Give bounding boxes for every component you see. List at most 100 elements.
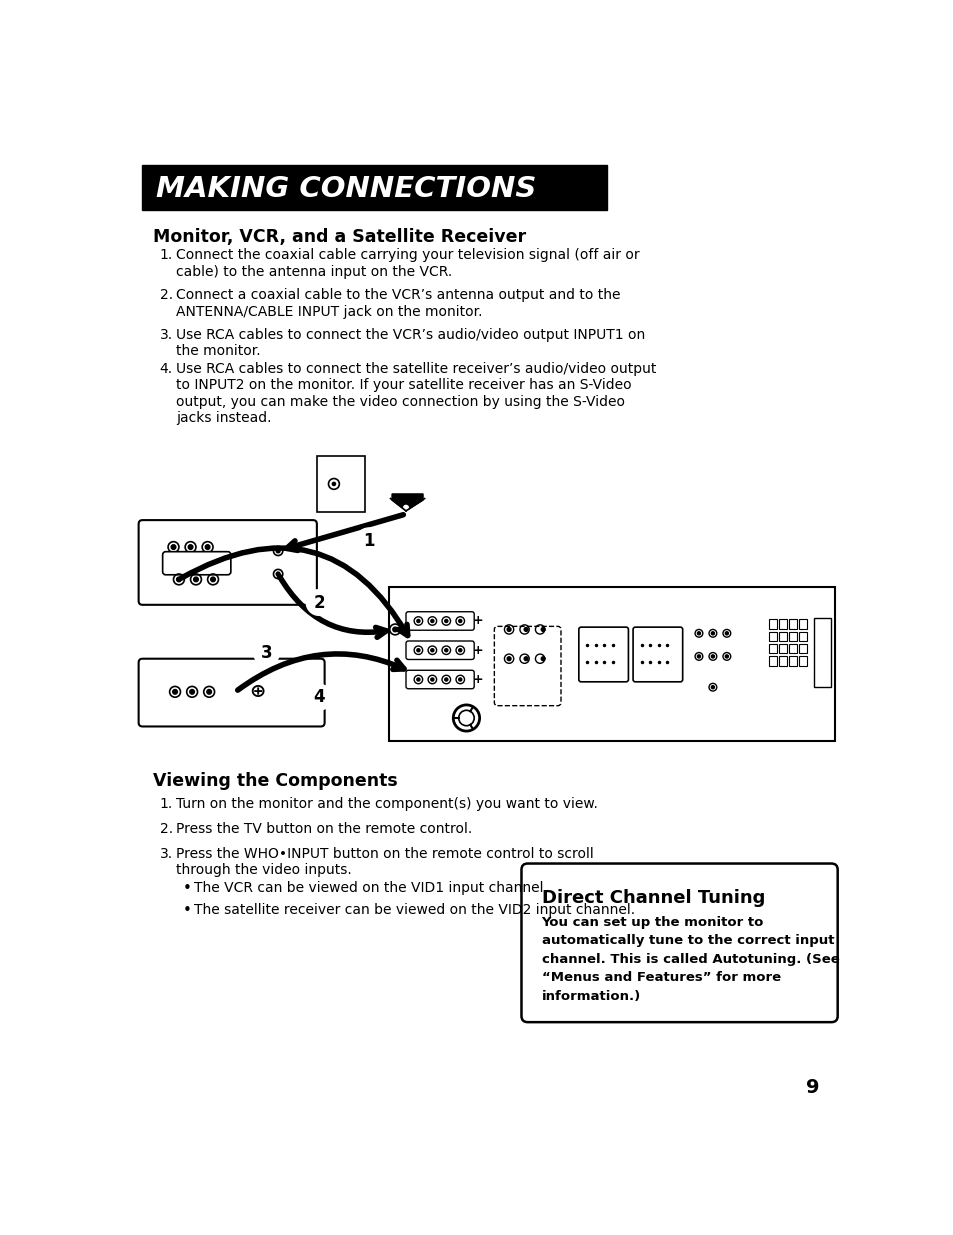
Circle shape: [711, 632, 714, 635]
Circle shape: [172, 689, 177, 694]
Bar: [778, 645, 786, 653]
FancyBboxPatch shape: [138, 520, 316, 605]
Circle shape: [190, 689, 194, 694]
Text: Turn on the monitor and the component(s) you want to view.: Turn on the monitor and the component(s)…: [175, 798, 598, 811]
Circle shape: [444, 620, 447, 622]
Text: 2.: 2.: [159, 823, 172, 836]
Bar: [788, 632, 797, 641]
Text: Press the WHO•INPUT button on the remote control to scroll
through the video inp: Press the WHO•INPUT button on the remote…: [175, 846, 593, 877]
Circle shape: [523, 657, 528, 661]
Text: Viewing the Components: Viewing the Components: [153, 772, 397, 790]
Text: MAKING CONNECTIONS: MAKING CONNECTIONS: [156, 175, 537, 203]
Bar: [768, 645, 777, 653]
Bar: [142, 165, 607, 210]
Text: You can set up the monitor to
automatically tune to the correct input
channel. T: You can set up the monitor to automatica…: [541, 916, 839, 1003]
Circle shape: [416, 620, 419, 622]
FancyBboxPatch shape: [138, 658, 324, 726]
Text: +: +: [473, 615, 483, 627]
Bar: [768, 620, 777, 629]
Bar: [798, 620, 806, 629]
Text: 1: 1: [363, 532, 375, 550]
Circle shape: [171, 545, 175, 550]
Circle shape: [431, 620, 434, 622]
FancyBboxPatch shape: [406, 611, 474, 630]
Circle shape: [540, 657, 544, 661]
Text: 3.: 3.: [159, 327, 172, 342]
Bar: [768, 656, 777, 666]
Bar: [778, 620, 786, 629]
Circle shape: [507, 657, 511, 661]
Text: Direct Channel Tuning: Direct Channel Tuning: [541, 889, 764, 906]
Text: The VCR can be viewed on the VID1 input channel.: The VCR can be viewed on the VID1 input …: [194, 882, 548, 895]
FancyBboxPatch shape: [633, 627, 682, 682]
Text: +: +: [473, 643, 483, 657]
Circle shape: [458, 620, 461, 622]
Circle shape: [205, 545, 210, 550]
Text: Use RCA cables to connect the VCR’s audio/video output INPUT1 on
the monitor.: Use RCA cables to connect the VCR’s audi…: [175, 327, 644, 358]
Bar: [798, 645, 806, 653]
Bar: [778, 656, 786, 666]
Circle shape: [307, 685, 332, 710]
FancyBboxPatch shape: [406, 641, 474, 659]
Text: The satellite receiver can be viewed on the VID2 input channel.: The satellite receiver can be viewed on …: [194, 903, 635, 916]
Circle shape: [724, 655, 728, 658]
Text: 4.: 4.: [159, 362, 172, 377]
Text: 2.: 2.: [159, 288, 172, 303]
Circle shape: [276, 550, 280, 553]
Circle shape: [431, 678, 434, 680]
Polygon shape: [392, 494, 422, 511]
FancyBboxPatch shape: [521, 863, 837, 1023]
Text: 3.: 3.: [159, 846, 172, 861]
Bar: [788, 620, 797, 629]
Text: 1.: 1.: [159, 798, 172, 811]
Bar: [316, 456, 365, 511]
Circle shape: [276, 572, 280, 576]
Bar: [798, 632, 806, 641]
Circle shape: [697, 632, 700, 635]
Text: Press the TV button on the remote control.: Press the TV button on the remote contro…: [175, 823, 472, 836]
Circle shape: [356, 529, 381, 553]
FancyBboxPatch shape: [406, 671, 474, 689]
Circle shape: [188, 545, 193, 550]
Circle shape: [458, 678, 461, 680]
Text: 4: 4: [313, 688, 325, 706]
Circle shape: [444, 648, 447, 652]
Text: 2: 2: [313, 594, 325, 611]
Circle shape: [393, 627, 397, 632]
Circle shape: [697, 655, 700, 658]
Text: Monitor, VCR, and a Satellite Receiver: Monitor, VCR, and a Satellite Receiver: [153, 228, 526, 246]
Circle shape: [307, 590, 332, 615]
Circle shape: [416, 648, 419, 652]
Bar: [778, 632, 786, 641]
Circle shape: [332, 482, 335, 487]
Text: ⊕: ⊕: [249, 682, 265, 701]
Circle shape: [507, 627, 511, 631]
Bar: [798, 656, 806, 666]
Text: •: •: [183, 903, 192, 918]
FancyBboxPatch shape: [578, 627, 628, 682]
Circle shape: [431, 648, 434, 652]
Bar: [389, 587, 835, 741]
Bar: [768, 632, 777, 641]
Text: 9: 9: [805, 1078, 819, 1098]
Circle shape: [444, 678, 447, 680]
Circle shape: [207, 689, 212, 694]
Text: 1.: 1.: [159, 248, 172, 262]
Text: •: •: [183, 882, 192, 897]
FancyBboxPatch shape: [494, 626, 560, 705]
Circle shape: [711, 655, 714, 658]
Circle shape: [211, 577, 215, 582]
Text: Connect the coaxial cable carrying your television signal (off air or
cable) to : Connect the coaxial cable carrying your …: [175, 248, 639, 279]
Circle shape: [193, 577, 198, 582]
Circle shape: [402, 505, 409, 511]
FancyBboxPatch shape: [162, 552, 231, 574]
Circle shape: [253, 640, 278, 664]
Bar: [788, 656, 797, 666]
Text: +: +: [473, 673, 483, 685]
Text: 3: 3: [260, 643, 272, 662]
Circle shape: [540, 627, 544, 631]
Circle shape: [523, 627, 528, 631]
Circle shape: [458, 648, 461, 652]
Circle shape: [416, 678, 419, 680]
Circle shape: [176, 577, 181, 582]
